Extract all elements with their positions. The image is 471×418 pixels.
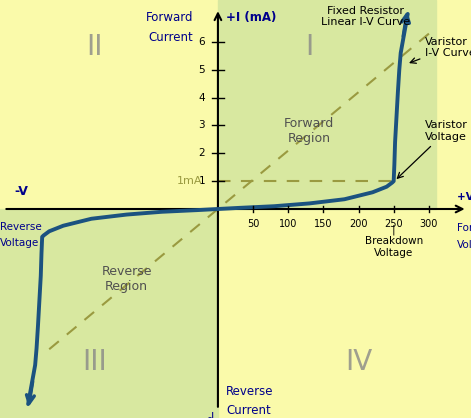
Text: 6: 6 [199,37,205,47]
Text: 250: 250 [384,219,403,229]
Text: 50: 50 [247,219,259,229]
Text: Forward: Forward [457,223,471,233]
Text: -I: -I [207,413,214,418]
Text: 150: 150 [314,219,333,229]
Text: Varistor
I-V Curve: Varistor I-V Curve [410,36,471,63]
Text: 3: 3 [199,120,205,130]
Text: 5: 5 [199,65,205,75]
Text: -V: -V [14,185,28,198]
Text: Forward
Region: Forward Region [284,117,334,145]
Text: Current: Current [148,31,193,43]
Text: Reverse
Region: Reverse Region [101,265,152,293]
Text: Forward: Forward [146,11,193,24]
Text: I: I [305,33,313,61]
Text: Varistor
Voltage: Varistor Voltage [398,120,468,178]
Text: Reverse: Reverse [0,222,42,232]
Text: III: III [82,348,107,376]
Text: Fixed Resistor
Linear I-V Curve: Fixed Resistor Linear I-V Curve [321,5,410,27]
Text: Reverse: Reverse [227,385,274,398]
Text: 4: 4 [199,92,205,102]
Text: II: II [87,33,103,61]
Text: +I (mA): +I (mA) [227,11,277,24]
Text: 200: 200 [349,219,368,229]
Text: 2: 2 [199,148,205,158]
Text: 100: 100 [279,219,297,229]
Bar [218,0,436,209]
Bar [0,209,218,418]
Text: 1mA: 1mA [177,176,203,186]
Text: Voltage: Voltage [457,240,471,250]
Text: IV: IV [345,348,372,376]
Text: 300: 300 [420,219,438,229]
Text: Current: Current [227,404,271,417]
Text: 1: 1 [199,176,205,186]
Text: |
Breakdown
Voltage: | Breakdown Voltage [365,224,423,258]
Text: +V (volts): +V (volts) [457,192,471,202]
Text: Voltage: Voltage [0,238,39,248]
